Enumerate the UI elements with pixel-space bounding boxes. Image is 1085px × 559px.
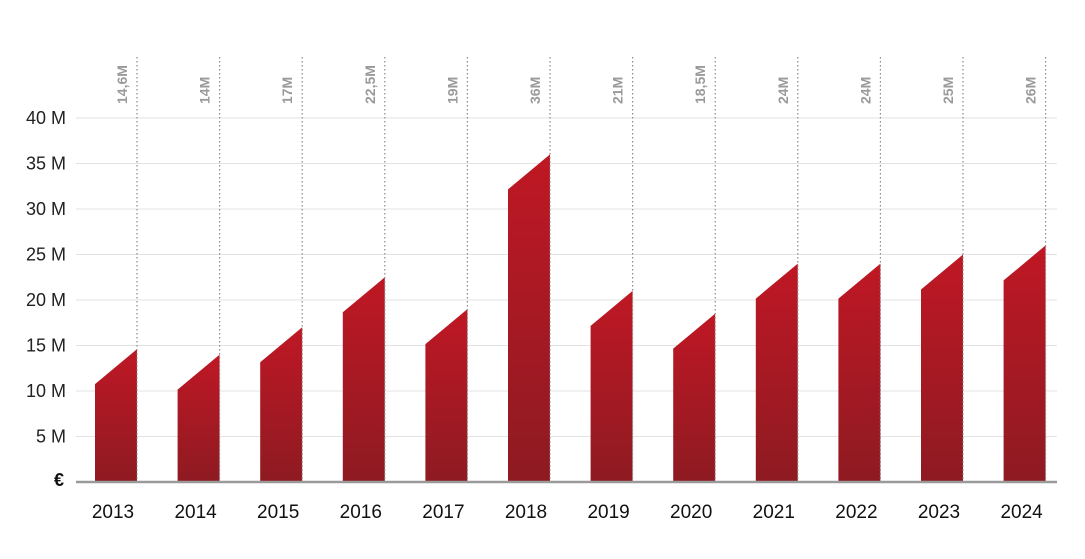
x-axis-ticks: 2013 2014 2015 2016 2017 2018 2019 2020 2021 2022… <box>92 502 1043 523</box>
x-tick-label: 2023 <box>918 502 960 523</box>
data-label: 36M <box>527 77 543 104</box>
data-label: 26M <box>1023 77 1039 104</box>
data-label: 18,5M <box>692 65 708 104</box>
x-tick-label: 2013 <box>92 502 134 523</box>
x-tick-label: 2016 <box>340 502 382 523</box>
x-tick-label: 2014 <box>174 502 217 523</box>
grid-lines <box>76 117 1057 437</box>
bar <box>177 354 220 482</box>
data-label: 17M <box>279 77 295 104</box>
bar <box>755 263 798 482</box>
data-label: 14,6M <box>114 65 130 104</box>
x-tick-label: 2018 <box>505 502 547 523</box>
bar <box>425 309 468 482</box>
x-tick-label: 2020 <box>670 502 712 523</box>
x-tick-label: 2019 <box>587 502 629 523</box>
x-tick-label: 2022 <box>835 502 877 523</box>
bar <box>95 349 137 482</box>
data-label: 14M <box>197 77 213 104</box>
x-tick-label: 2017 <box>422 502 464 523</box>
data-label: 24M <box>857 77 873 104</box>
y-tick-label: 40 M <box>26 108 66 128</box>
y-axis-unit-label: € <box>54 470 64 490</box>
y-tick-label: 20 M <box>26 290 66 310</box>
bars <box>95 154 1046 482</box>
data-label: 25M <box>940 77 956 104</box>
data-label: 19M <box>444 77 460 104</box>
data-label: 24M <box>775 77 791 104</box>
y-tick-label: 15 M <box>26 336 66 356</box>
x-tick-label: 2021 <box>753 502 795 523</box>
data-labels: 14,6M 14M 17M 22,5M 19M 36M 21M 18,5M 24M 24M 25M 2… <box>114 65 1039 104</box>
bar <box>1003 245 1046 482</box>
y-tick-label: 25 M <box>26 245 66 265</box>
y-axis-ticks: 5 M 10 M 15 M 20 M 25 M 30 M 35 M 40 M <box>26 108 66 447</box>
y-tick-label: 10 M <box>26 381 66 401</box>
bar <box>921 254 963 482</box>
bar <box>508 154 550 482</box>
y-tick-label: 35 M <box>26 154 66 174</box>
bar <box>838 263 881 482</box>
x-tick-label: 2024 <box>1000 502 1043 523</box>
y-tick-label: 30 M <box>26 199 66 219</box>
bar <box>342 277 385 482</box>
data-label: 21M <box>610 77 626 104</box>
value-guide-lines <box>136 57 1047 482</box>
bar <box>673 313 716 482</box>
data-label: 22,5M <box>362 65 378 104</box>
bar <box>590 290 633 482</box>
x-tick-label: 2015 <box>257 502 299 523</box>
y-tick-label: 5 M <box>36 427 66 447</box>
bar <box>260 327 303 482</box>
